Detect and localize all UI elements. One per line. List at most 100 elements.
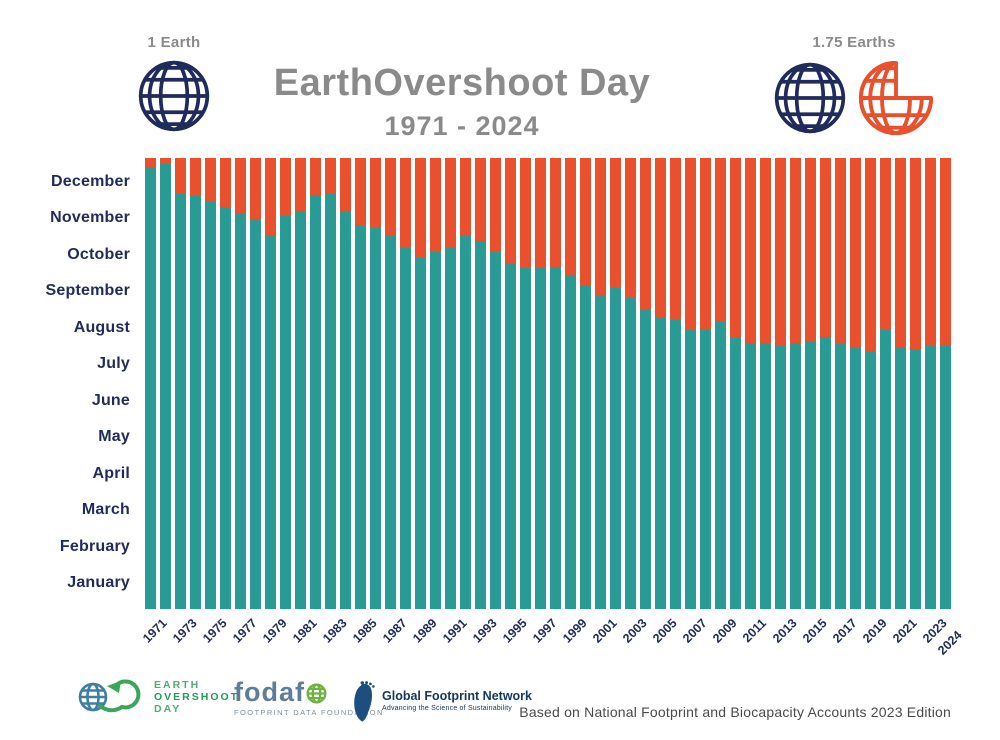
bar-fill-before-overshoot-1990 [430, 251, 441, 609]
eod-line-earth: EARTH [154, 679, 201, 691]
bar-fill-before-overshoot-1976 [220, 207, 231, 609]
year-label-1999: 1999 [559, 616, 590, 646]
bar-2013 [775, 158, 786, 609]
partial-earth-globe-icon [858, 60, 934, 136]
year-label-1987: 1987 [379, 616, 410, 646]
bar-fill-before-overshoot-2010 [730, 337, 741, 609]
bar-fill-before-overshoot-2005 [655, 317, 666, 609]
month-label-july: July [97, 355, 130, 373]
bar-1974 [190, 158, 201, 609]
bar-fill-before-overshoot-1993 [475, 240, 486, 609]
bar-fill-before-overshoot-2002 [610, 287, 621, 609]
year-label-1989: 1989 [409, 616, 440, 646]
month-label-april: April [92, 464, 130, 482]
bar-fill-before-overshoot-2018 [850, 348, 861, 609]
eod-line-day: DAY [154, 703, 182, 715]
bar-2002 [610, 158, 621, 609]
bar-2023 [925, 158, 936, 609]
bar-fill-before-overshoot-1980 [280, 216, 291, 609]
year-label-2013: 2013 [769, 616, 800, 646]
bar-1993 [475, 158, 486, 609]
bar-2003 [625, 158, 636, 609]
bar-1976 [220, 158, 231, 609]
bar-fill-before-overshoot-1973 [175, 192, 186, 609]
bar-1977 [235, 158, 246, 609]
bar-fill-before-overshoot-2017 [835, 343, 846, 609]
bar-1971 [145, 158, 156, 609]
year-label-1993: 1993 [469, 616, 500, 646]
year-label-1991: 1991 [439, 616, 470, 646]
month-label-december: December [51, 173, 130, 190]
plot-area [145, 158, 951, 609]
year-label-2007: 2007 [679, 616, 710, 646]
bar-fill-before-overshoot-2006 [670, 319, 681, 609]
year-label-2003: 2003 [619, 616, 650, 646]
bar-fill-before-overshoot-2001 [595, 295, 606, 609]
bar-2024 [940, 158, 951, 609]
bar-2018 [850, 158, 861, 609]
bar-1988 [400, 158, 411, 609]
bar-2007 [685, 158, 696, 609]
bar-1990 [430, 158, 441, 609]
earth-overshoot-day-wordmark: EARTH OVERSHOOT DAY [154, 679, 239, 715]
bar-fill-before-overshoot-2019 [865, 350, 876, 609]
year-label-1971: 1971 [139, 616, 170, 646]
year-label-1995: 1995 [499, 616, 530, 646]
bar-1999 [565, 158, 576, 609]
footprint-icon [354, 681, 375, 722]
year-label-1985: 1985 [349, 616, 380, 646]
year-label-2021: 2021 [889, 616, 920, 646]
bar-fill-before-overshoot-2012 [760, 343, 771, 609]
page-subtitle: 1971 - 2024 [384, 111, 540, 141]
bar-2009 [715, 158, 726, 609]
gfn-title: Global Footprint Network [382, 689, 532, 703]
bar-1983 [325, 158, 336, 609]
bar-fill-before-overshoot-1987 [385, 235, 396, 609]
bar-fill-before-overshoot-2013 [775, 345, 786, 609]
bar-1972 [160, 158, 171, 609]
bar-fill-before-overshoot-2011 [745, 343, 756, 609]
earth-overshoot-day-logo-icon [78, 679, 141, 713]
bar-1975 [205, 158, 216, 609]
fodafo-wordmark: fodaf [234, 677, 305, 707]
bar-1979 [265, 158, 276, 609]
bar-fill-before-overshoot-1981 [295, 211, 306, 609]
bar-fill-before-overshoot-1991 [445, 248, 456, 609]
month-label-october: October [67, 245, 130, 263]
bar-fill-before-overshoot-2021 [895, 347, 906, 609]
bar-fill-before-overshoot-1997 [535, 267, 546, 609]
bar-fill-before-overshoot-2008 [700, 329, 711, 609]
fodafo-subtitle: FOOTPRINT DATA FOUNDATION [234, 708, 384, 717]
month-label-november: November [50, 209, 130, 227]
legend-175-earths: 1.75 Earths [765, 34, 943, 137]
bar-1981 [295, 158, 306, 609]
bar-2016 [820, 158, 831, 609]
bar-fill-before-overshoot-1992 [460, 234, 471, 609]
bar-1992 [460, 158, 471, 609]
bar-fill-before-overshoot-1984 [340, 211, 351, 609]
bar-fill-before-overshoot-1979 [265, 234, 276, 609]
one-point-75-earths-label: 1.75 Earths [812, 34, 896, 51]
bar-fill-before-overshoot-1999 [565, 275, 576, 609]
bar-2010 [730, 158, 741, 609]
bar-1989 [415, 158, 426, 609]
bar-fill-before-overshoot-2009 [715, 322, 726, 609]
month-label-february: February [59, 537, 130, 555]
year-label-2015: 2015 [799, 616, 830, 646]
year-label-1973: 1973 [169, 616, 200, 646]
year-label-2017: 2017 [829, 616, 860, 646]
bar-2004 [640, 158, 651, 609]
bar-fill-before-overshoot-1998 [550, 266, 561, 609]
legend-one-earth: 1 Earth [132, 34, 216, 138]
one-earth-globe-icon [138, 60, 210, 132]
bar-fill-before-overshoot-1982 [310, 195, 321, 609]
month-label-january: January [67, 573, 130, 591]
bar-fill-before-overshoot-1974 [190, 196, 201, 609]
bar-1984 [340, 158, 351, 609]
year-label-2005: 2005 [649, 616, 680, 646]
bar-fill-before-overshoot-2024 [940, 345, 951, 609]
global-footprint-network-logo: Global Footprint Network Advancing the S… [352, 678, 532, 724]
full-earth-globe-icon [774, 62, 846, 134]
bar-2021 [895, 158, 906, 609]
bar-2011 [745, 158, 756, 609]
